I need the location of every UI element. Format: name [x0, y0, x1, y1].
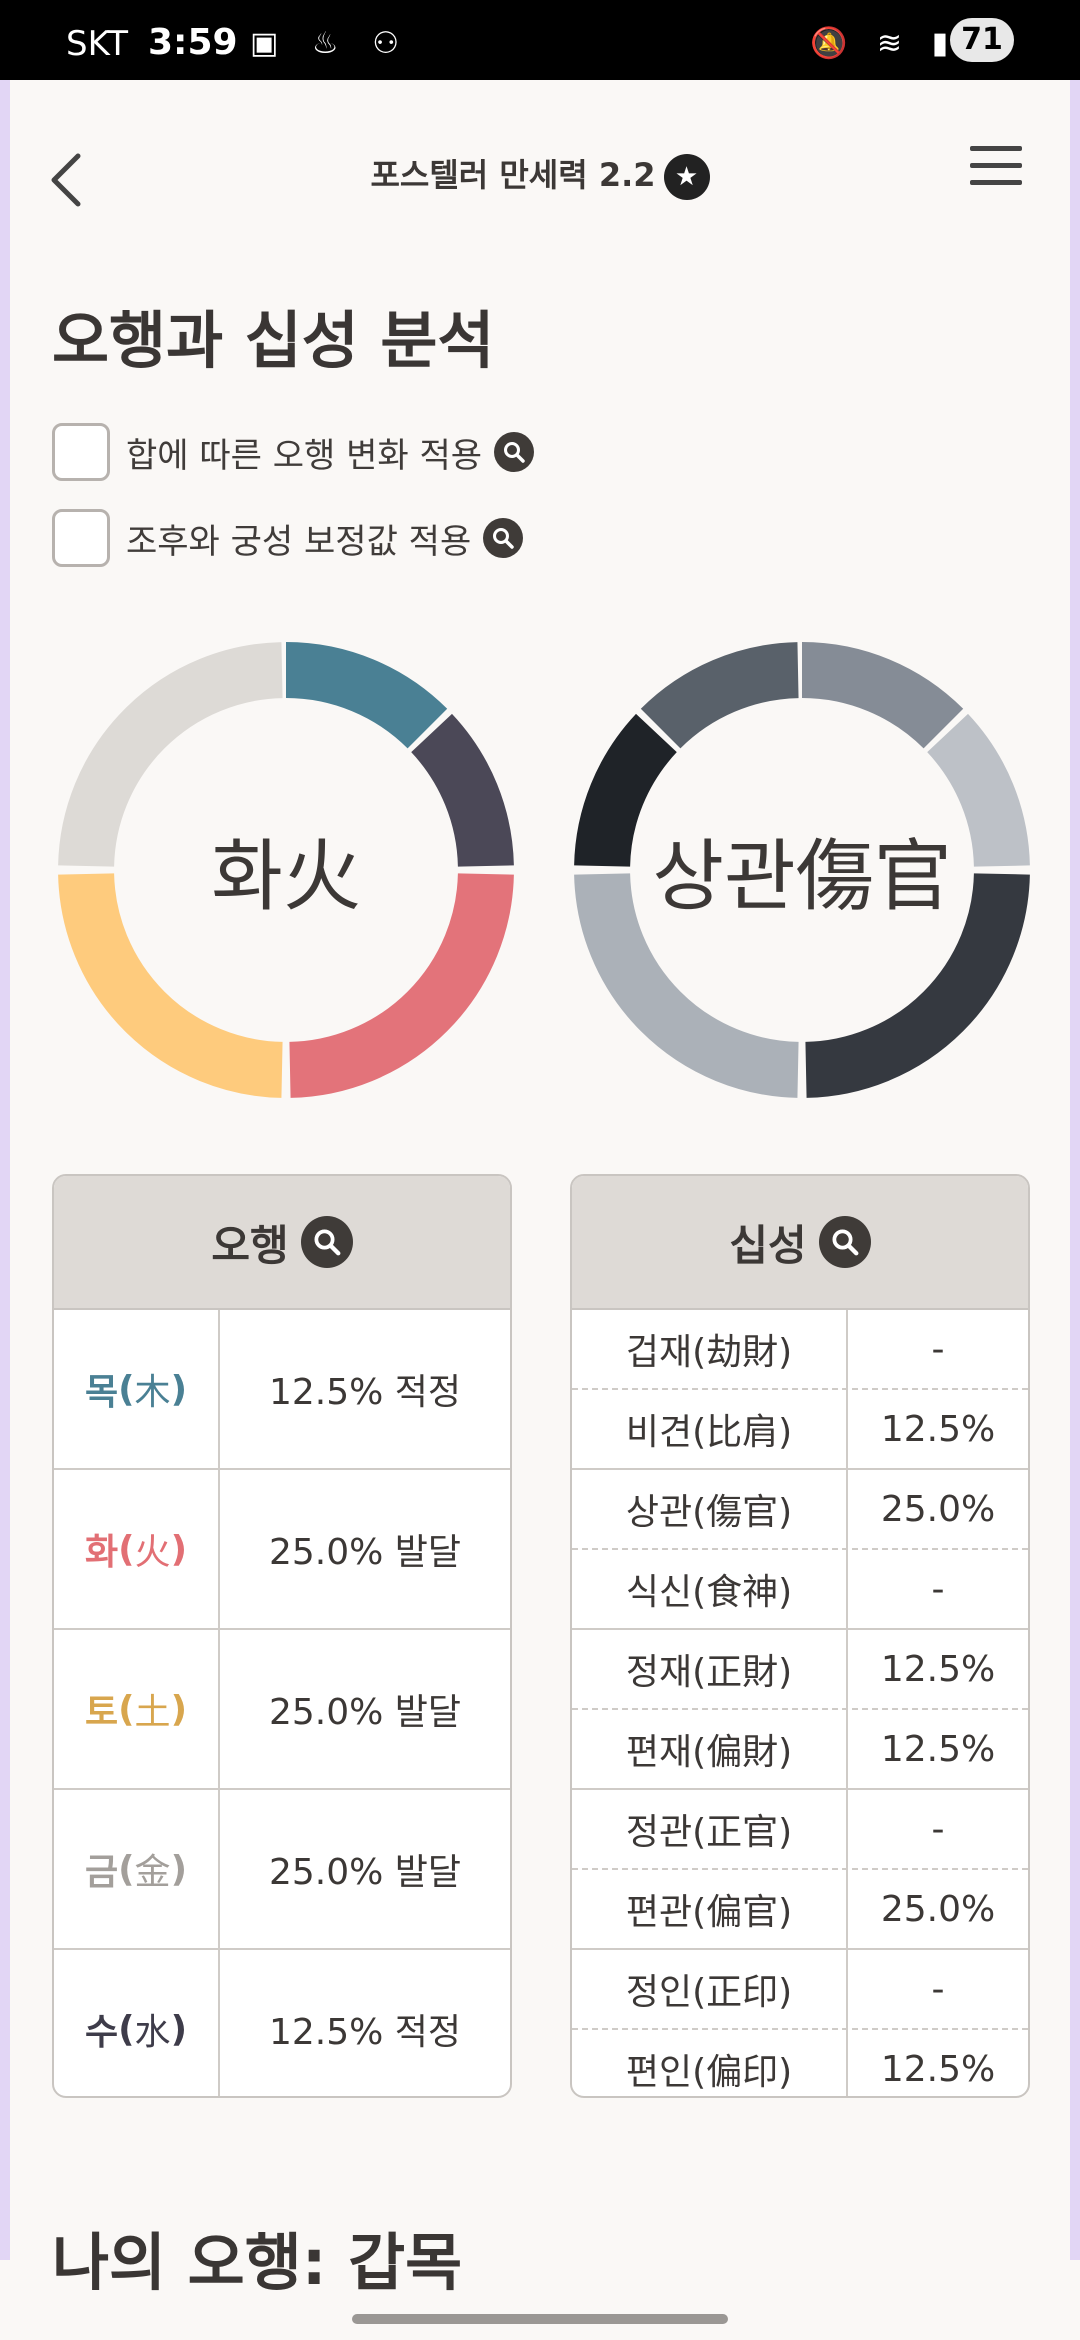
back-button[interactable]	[44, 144, 94, 214]
table-row: 금(金) 25.0% 발달	[54, 1790, 510, 1950]
table-row: 수(水) 12.5% 적정	[54, 1950, 510, 2096]
tenstar-table-header: 십성	[572, 1176, 1028, 1310]
element-value: 25.0% 발달	[268, 1852, 462, 1893]
search-icon[interactable]	[300, 1216, 353, 1268]
tenstar-name: 정관(正官)	[572, 1790, 848, 1868]
donut-segment-6	[640, 642, 800, 749]
tenstar-name: 겁재(劫財)	[572, 1310, 848, 1388]
side-accent-right	[1070, 80, 1080, 2260]
table-row: 정인(正印) -	[572, 1950, 1028, 2030]
tenstar-name: 비견(比肩)	[572, 1390, 848, 1468]
element-table-header: 오행	[54, 1176, 510, 1310]
element-name: 수(水)	[54, 1950, 220, 2096]
tenstar-value: -	[931, 1568, 945, 1610]
tenstar-value: 12.5%	[880, 1408, 996, 1450]
tenstar-table: 십성 겁재(劫財) - 비견(比肩) 12.5% 상관(傷官) 25.0% 식신…	[570, 1174, 1030, 2098]
analysis-title: 오행과 십성 분석	[52, 304, 495, 377]
donut-segment-3	[804, 872, 1030, 1098]
tenstar-name: 정재(正財)	[572, 1630, 848, 1708]
element-name: 목(木)	[54, 1310, 220, 1468]
table-row: 상관(傷官) 25.0%	[572, 1470, 1028, 1550]
donut-segment-wood	[285, 642, 448, 749]
table-row: 정관(正官) -	[572, 1790, 1028, 1870]
tenstar-donut-svg	[574, 642, 1030, 1098]
element-value: 25.0% 발달	[268, 1692, 462, 1733]
tenstar-value: -	[931, 1328, 945, 1370]
tenstar-value: 25.0%	[880, 1488, 996, 1530]
search-icon[interactable]	[483, 518, 524, 558]
donut-segment-water	[410, 713, 514, 868]
tenstar-donut-label: 상관傷官	[652, 832, 952, 922]
tenstar-value: 12.5%	[880, 1728, 996, 1770]
donut-segment-fire	[288, 872, 514, 1098]
table-row: 식신(食神) -	[572, 1550, 1028, 1630]
table-row: 화(火) 25.0% 발달	[54, 1470, 510, 1630]
checkbox[interactable]	[52, 509, 110, 567]
carrier-label: SKT	[66, 24, 129, 64]
donut-segment-5	[574, 713, 678, 868]
search-icon[interactable]	[818, 1216, 871, 1268]
table-row: 정재(正財) 12.5%	[572, 1630, 1028, 1710]
checkbox[interactable]	[52, 423, 110, 481]
element-table-title: 오행	[211, 1220, 289, 1270]
tenstar-name: 상관(傷官)	[572, 1470, 848, 1548]
tenstar-value: 25.0%	[880, 1888, 996, 1930]
tenstar-name: 편인(偏印)	[572, 2030, 848, 2096]
option-combine-change[interactable]: 합에 따른 오행 변화 적용	[52, 420, 535, 484]
table-row: 토(土) 25.0% 발달	[54, 1630, 510, 1790]
option-label: 합에 따른 오행 변화 적용	[126, 435, 483, 476]
table-row: 비견(比肩) 12.5%	[572, 1390, 1028, 1470]
tenstar-name: 식신(食神)	[572, 1550, 848, 1628]
table-row: 목(木) 12.5% 적정	[54, 1310, 510, 1470]
search-icon[interactable]	[494, 432, 535, 472]
clock: 3:59	[148, 22, 238, 63]
app-header: 포스텔러 만세력 2.2 ★	[0, 80, 1080, 260]
tenstar-value: -	[931, 1968, 945, 2010]
connectivity-icons: 🔕 ≋ ▮	[810, 26, 959, 61]
tenstar-value: 12.5%	[880, 1648, 996, 1690]
menu-line	[970, 146, 1022, 151]
menu-line	[970, 180, 1022, 185]
side-accent-left	[0, 80, 10, 2260]
app-title: 포스텔러 만세력 2.2 ★	[0, 150, 1080, 200]
option-correction[interactable]: 조후와 궁성 보정값 적용	[52, 506, 524, 570]
element-donut-chart: 화火	[56, 640, 516, 1100]
donut-segment-2	[926, 713, 1030, 868]
home-indicator[interactable]	[352, 2314, 728, 2324]
element-name: 금(金)	[54, 1790, 220, 1948]
option-label: 조후와 궁성 보정값 적용	[126, 521, 472, 562]
menu-line	[970, 163, 1022, 168]
table-row: 겁재(劫財) -	[572, 1310, 1028, 1390]
element-name: 화(火)	[54, 1470, 220, 1628]
element-name: 토(土)	[54, 1630, 220, 1788]
battery-indicator: 71	[950, 18, 1014, 62]
tenstar-value: -	[931, 1808, 945, 1850]
tenstar-name: 편재(偏財)	[572, 1710, 848, 1788]
table-row: 편재(偏財) 12.5%	[572, 1710, 1028, 1790]
element-donut-label: 화火	[211, 832, 361, 922]
donut-segment-4	[574, 872, 800, 1098]
element-value: 25.0% 발달	[268, 1532, 462, 1573]
tenstar-name: 정인(正印)	[572, 1950, 848, 2028]
chevron-left-icon	[51, 153, 81, 207]
tenstar-table-title: 십성	[729, 1220, 807, 1270]
menu-button[interactable]	[970, 146, 1022, 190]
table-row: 편관(偏官) 25.0%	[572, 1870, 1028, 1950]
tenstar-donut-chart: 상관傷官	[572, 640, 1032, 1100]
my-element-title: 나의 오행: 갑목	[52, 2226, 463, 2299]
star-icon: ★	[663, 154, 710, 200]
donut-segment-metal	[58, 642, 284, 868]
status-bar: SKT 3:59 ▣ ♨ ⚇ 🔕 ≋ ▮ 71	[0, 0, 1080, 80]
donut-segment-earth	[58, 872, 284, 1098]
element-value: 12.5% 적정	[268, 1372, 462, 1413]
notification-icons: ▣ ♨ ⚇	[250, 26, 412, 61]
element-donut-svg	[58, 642, 514, 1098]
app-title-text: 포스텔러 만세력 2.2	[370, 156, 656, 194]
element-table: 오행 목(木) 12.5% 적정 화(火) 25.0% 발달 토(土) 25.0…	[52, 1174, 512, 2098]
donut-segment-1	[801, 642, 964, 749]
element-value: 12.5% 적정	[268, 2012, 462, 2053]
tenstar-value: 12.5%	[880, 2048, 996, 2090]
table-row: 편인(偏印) 12.5%	[572, 2030, 1028, 2096]
tenstar-name: 편관(偏官)	[572, 1870, 848, 1948]
